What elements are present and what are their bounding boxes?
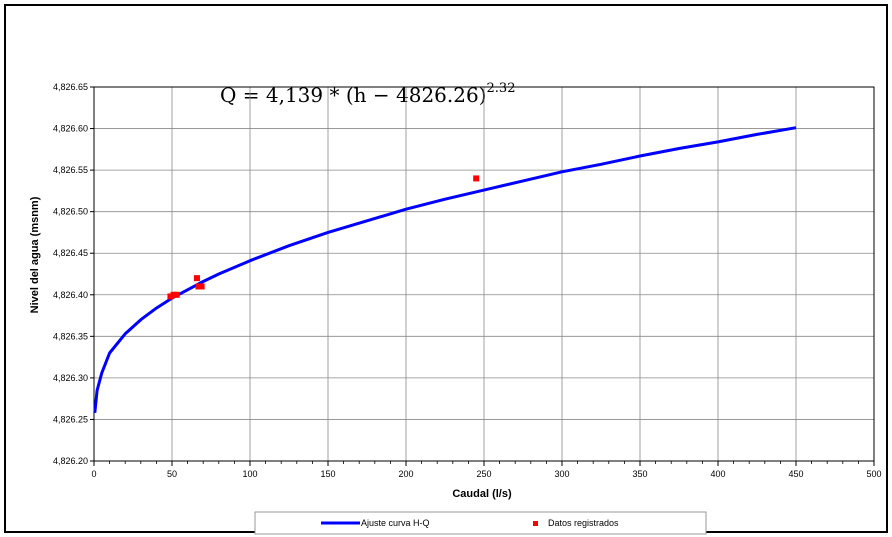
series-layer (93, 126, 797, 413)
legend: Ajuste curva H-Q Datos registrados (254, 511, 707, 535)
y-axis-label: Nivel del agua (msnm) (29, 196, 41, 313)
y-tick-label: 4,826.40 (53, 290, 88, 300)
legend-label-fit: Ajuste curva H-Q (361, 518, 430, 528)
x-tick-label: 250 (476, 469, 491, 479)
chart-frame (4, 4, 888, 533)
y-tick-label: 4,826.45 (53, 248, 88, 258)
y-tick-label: 4,826.65 (53, 82, 88, 92)
legend-box (254, 511, 707, 535)
plot-area-border (93, 86, 875, 462)
x-tick-label: 450 (788, 469, 803, 479)
x-tick-label: 400 (710, 469, 725, 479)
data-point (198, 283, 205, 290)
legend-label-data: Datos registrados (548, 518, 619, 528)
x-tick-label: 200 (398, 469, 413, 479)
axes: 0 50 100 150 200 250 300 350 400 450 500 4,826.20 4,… (53, 82, 882, 479)
x-tick-label: 500 (866, 469, 881, 479)
y-tick-label: 4,826.25 (53, 414, 88, 424)
data-point (473, 175, 480, 182)
x-tick-label: 50 (167, 469, 177, 479)
data-point (173, 291, 180, 298)
x-tick-label: 300 (554, 469, 569, 479)
y-tick-label: 4,826.50 (53, 207, 88, 217)
x-tick-label: 150 (320, 469, 335, 479)
equation-exponent: 2.32 (487, 81, 516, 96)
x-tick-label: 0 (91, 469, 96, 479)
data-point (170, 291, 177, 298)
x-axis-label: Caudal (l/s) (452, 488, 512, 500)
y-tick-label: 4,826.35 (53, 331, 88, 341)
equation-text: Q = 4,139 * (h − 4826.26)2.32 (220, 81, 515, 107)
y-tick-label: 4,826.60 (53, 124, 88, 134)
y-tick-label: 4,826.30 (53, 373, 88, 383)
fit-curve-line (93, 126, 797, 413)
x-tick-label: 100 (242, 469, 257, 479)
grid (93, 86, 875, 462)
data-point (193, 275, 200, 282)
y-tick-label: 4,826.20 (53, 456, 88, 466)
y-tick-label: 4,826.55 (53, 165, 88, 175)
legend-marker-swatch (533, 521, 538, 526)
data-point (195, 283, 202, 290)
data-point (167, 293, 174, 300)
x-tick-label: 350 (632, 469, 647, 479)
